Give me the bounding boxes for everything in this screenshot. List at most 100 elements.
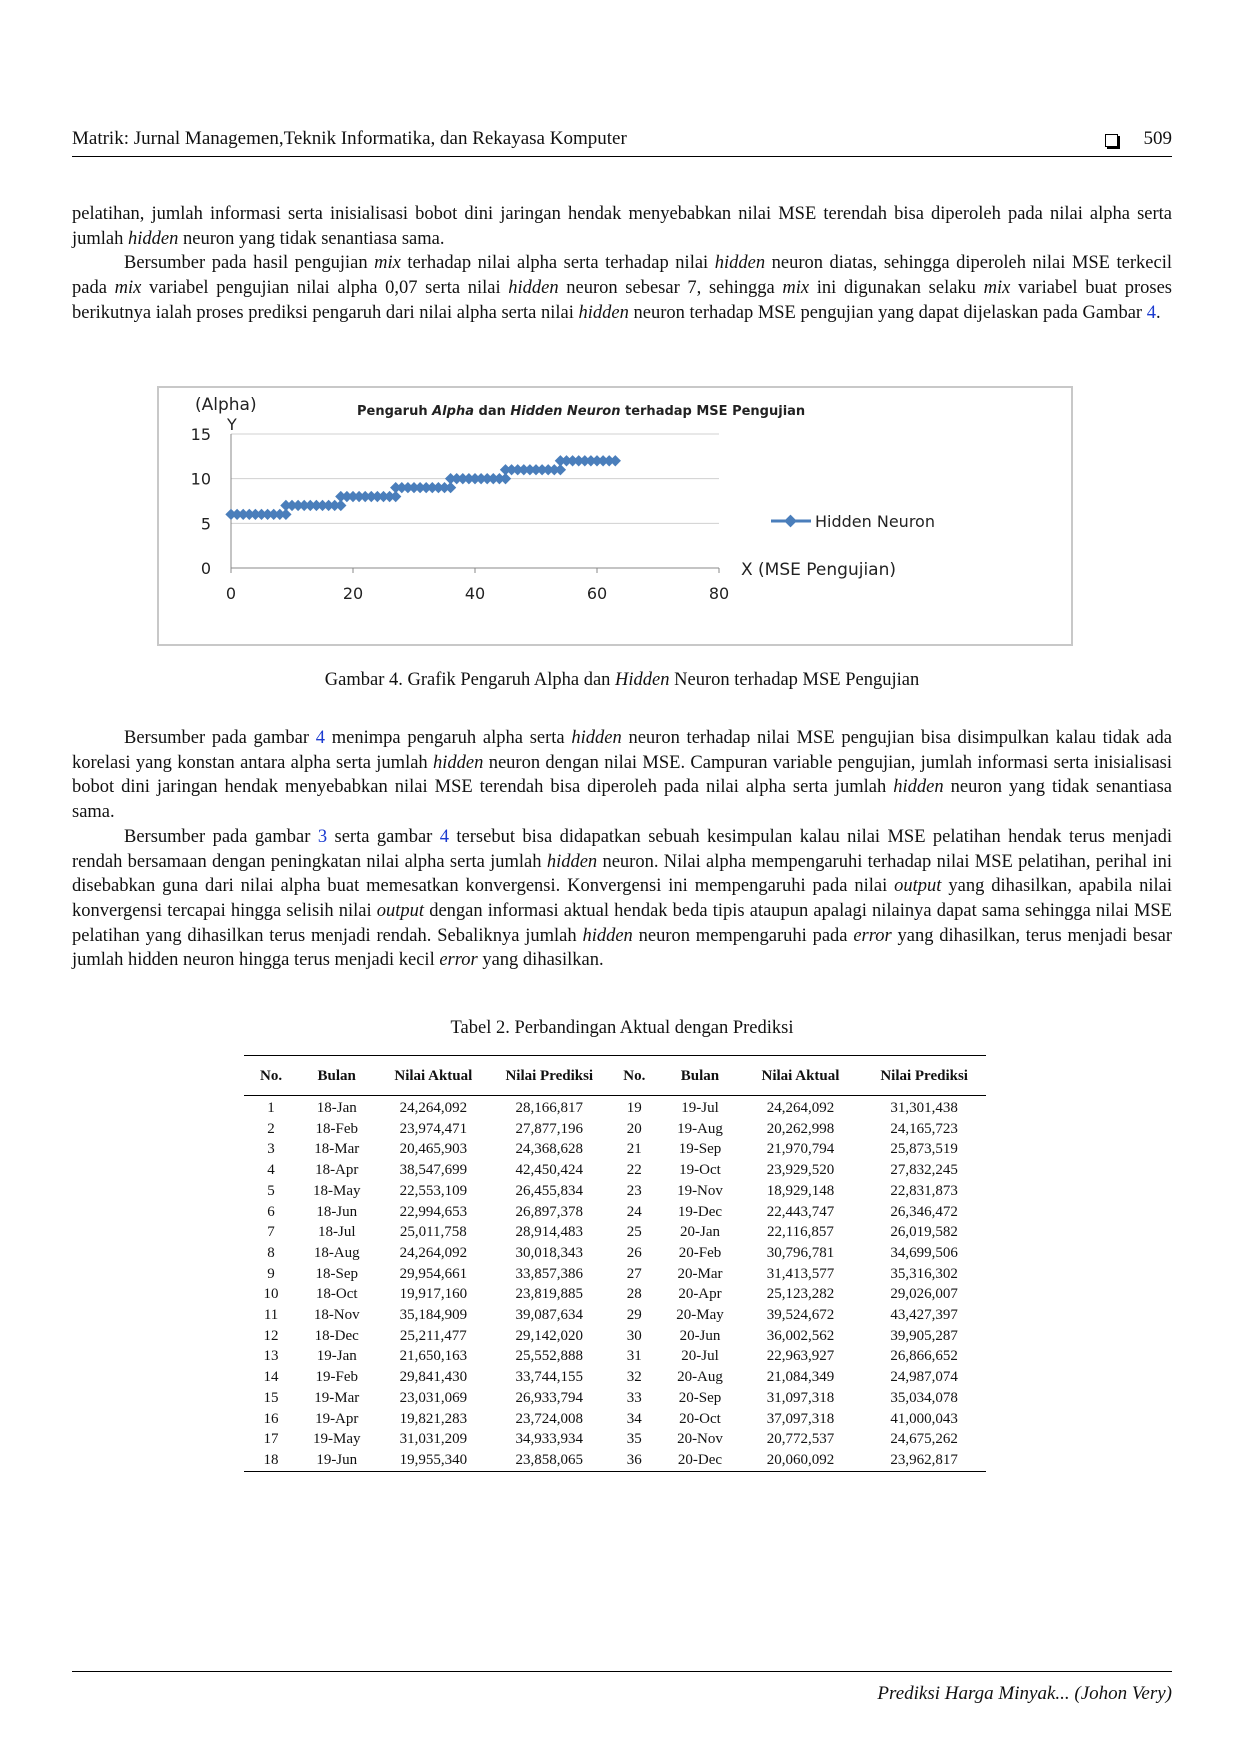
table-cell: 24,264,092 xyxy=(399,1100,468,1116)
text-span: dengan informasi aktual hendak beda tipi… xyxy=(72,900,1172,946)
table-cell: 29,142,020 xyxy=(515,1327,584,1344)
running-footer: Prediksi Harga Minyak... (Johon Very) xyxy=(877,1683,1172,1704)
data-point xyxy=(304,499,316,512)
italic-term: Hidden xyxy=(615,670,670,690)
table-cell: 23,858,065 xyxy=(491,1449,608,1472)
text-span: neuron yang tidak senantiasa sama. xyxy=(178,228,445,249)
data-point xyxy=(554,464,567,476)
data-point xyxy=(365,490,377,503)
table-row: 8 18-Aug 24,264,092 30,018,343 26 20-Feb 30,79… xyxy=(244,1243,986,1264)
table-cell: 37,097,318 xyxy=(766,1410,835,1427)
table-cell: 18,929,148 xyxy=(766,1182,835,1199)
figure-ref-link[interactable]: 3 xyxy=(317,826,328,847)
y-tick-label: 0 xyxy=(201,559,211,578)
table-cell: 29 xyxy=(626,1307,642,1324)
table-cell: 19,955,340 xyxy=(375,1449,492,1472)
comparison-table: No. Bulan Nilai Aktual Nilai Prediksi No. Bul… xyxy=(244,1055,986,1472)
text-span: variabel pengujian nilai alpha 0,07 sert… xyxy=(141,278,509,299)
table-cell: 35,034,078 xyxy=(890,1389,958,1406)
table-cell: 20-Dec xyxy=(661,1449,739,1472)
table-cell: 19,917,160 xyxy=(399,1286,468,1303)
table-cell: 19-Jan xyxy=(316,1348,357,1365)
chart-title: Pengaruh Alpha dan Hidden Neuron terhada… xyxy=(357,404,805,419)
table-cell: 20-Apr xyxy=(678,1286,722,1303)
table-cell: 15 xyxy=(263,1389,279,1406)
text-span: neuron mempengaruhi pada xyxy=(632,925,854,946)
table-cell: 24,987,074 xyxy=(890,1369,958,1386)
data-point xyxy=(597,455,609,467)
title-part: Alpha xyxy=(431,404,474,419)
x-tick-label: 60 xyxy=(587,584,607,603)
table-cell: 25,552,888 xyxy=(515,1348,584,1365)
data-point xyxy=(390,481,402,494)
table-cell: 31 xyxy=(626,1348,642,1365)
text-span: pelatihan, jumlah informasi serta inisia… xyxy=(72,204,1172,249)
table-cell: 19-Mar xyxy=(314,1389,360,1406)
data-point xyxy=(390,490,402,503)
x-tick-label: 20 xyxy=(343,584,363,603)
figure-ref-link[interactable]: 4 xyxy=(315,728,326,748)
table-cell: 19 xyxy=(626,1100,642,1116)
italic-term: hidden xyxy=(714,253,766,274)
table-cell: 18-Aug xyxy=(313,1244,360,1261)
header-right: 509 xyxy=(1104,128,1173,150)
table-cell: 27,832,245 xyxy=(890,1162,958,1179)
column-header: Nilai Aktual xyxy=(738,1055,863,1096)
italic-term: error xyxy=(439,950,478,971)
table-cell: 26,346,472 xyxy=(890,1203,958,1220)
table-cell: 38,547,699 xyxy=(399,1162,468,1179)
table-cell: 29,954,661 xyxy=(399,1265,468,1282)
table-cell: 20 xyxy=(626,1120,642,1137)
table-cell: 32 xyxy=(626,1369,642,1386)
table-cell: 20-Nov xyxy=(677,1431,723,1448)
table-cell: 20-Aug xyxy=(677,1369,723,1386)
table-cell: 16 xyxy=(263,1410,279,1427)
table-cell: 20-Sep xyxy=(678,1389,722,1406)
table-cell: 20,772,537 xyxy=(766,1431,835,1448)
italic-term: mix xyxy=(374,253,401,274)
table-cell: 26 xyxy=(626,1244,642,1261)
paragraph-3: Bersumber pada gambar 4 menimpa pengaruh… xyxy=(72,726,1172,825)
table-cell: 28,914,483 xyxy=(515,1224,584,1241)
text-span: neuron. Nilai alpha mempengaruhi terhada… xyxy=(72,851,1172,897)
title-part: Hidden Neuron xyxy=(510,404,620,419)
table-cell: 28 xyxy=(626,1286,642,1303)
figure-ref-link[interactable]: 4 xyxy=(1146,302,1156,323)
text-span: Bersumber pada gambar xyxy=(124,728,316,748)
figure-ref-link[interactable]: 4 xyxy=(439,826,449,847)
text-span: yang dihasilkan, apabila nilai konvergen… xyxy=(72,876,1172,921)
y-tick-label: 5 xyxy=(201,514,211,533)
italic-term: hidden xyxy=(582,925,633,946)
table-cell: 25,011,758 xyxy=(399,1224,467,1241)
table-cell: 20-Jan xyxy=(679,1224,720,1241)
table-cell: 2 xyxy=(267,1120,275,1137)
table-cell: 18 xyxy=(244,1449,299,1472)
table-cell: 23,974,471 xyxy=(399,1120,468,1137)
table-cell: 26,933,794 xyxy=(515,1389,584,1406)
table-cell: 24,264,092 xyxy=(399,1244,468,1261)
table-row: 7 18-Jul 25,011,758 28,914,483 25 20-Jan 22,11… xyxy=(244,1222,986,1243)
table-row: 9 18-Sep 29,954,661 33,857,386 27 20-Mar 31,41… xyxy=(244,1264,986,1285)
table-cell: 25,211,477 xyxy=(399,1327,467,1344)
italic-term: hidden xyxy=(508,278,559,299)
table-cell: 36 xyxy=(607,1449,662,1472)
table-row: 17 19-May 31,031,209 34,933,934 35 20-Nov 20,7… xyxy=(244,1429,986,1450)
data-point xyxy=(335,499,347,512)
table-cell: 29,026,007 xyxy=(890,1286,958,1303)
table-row: 3 18-Mar 20,465,903 24,368,628 21 19-Sep 21,97… xyxy=(244,1139,986,1160)
table-cell: 18-Apr xyxy=(315,1162,359,1179)
table-row: 15 19-Mar 23,031,069 26,933,794 33 20-Sep 31,0… xyxy=(244,1388,986,1409)
table-cell: 23,819,885 xyxy=(515,1286,584,1303)
title-part: dan xyxy=(474,404,510,419)
text-span: . xyxy=(1155,302,1161,323)
table-head: No. Bulan Nilai Aktual Nilai Prediksi No. Bul… xyxy=(244,1055,986,1096)
text-span: yang dihasilkan, terus menjadi besar jum… xyxy=(72,925,1172,971)
table-cell: 17 xyxy=(263,1431,279,1448)
chart-series xyxy=(225,455,621,521)
page-number: 509 xyxy=(1143,128,1173,149)
figure-chart: 0 5 10 15 0 20 40 60 80 Pengaruh Alpha dan Hidde… xyxy=(157,386,1073,646)
table-cell: 34,933,934 xyxy=(515,1431,584,1448)
table-cell: 23,724,008 xyxy=(515,1410,584,1427)
text-span: tersebut bisa didapatkan sebuah kesimpul… xyxy=(72,826,1172,872)
paragraph-intro: pelatihan, jumlah informasi serta inisia… xyxy=(72,202,1172,326)
